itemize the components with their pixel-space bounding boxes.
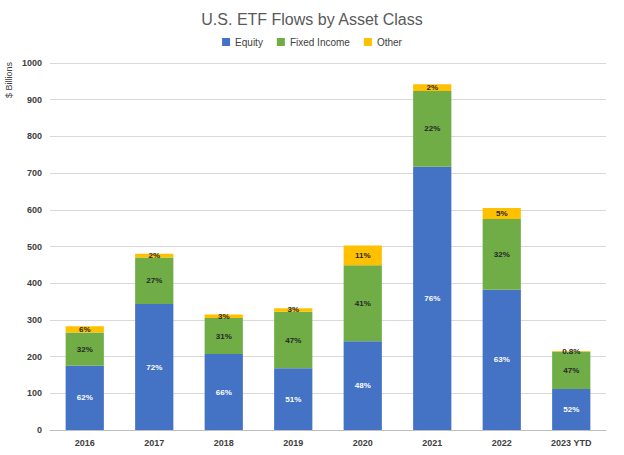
svg-text:47%: 47%: [563, 366, 579, 375]
svg-text:27%: 27%: [146, 276, 162, 285]
svg-text:32%: 32%: [77, 345, 93, 354]
svg-text:72%: 72%: [146, 363, 162, 372]
svg-text:62%: 62%: [77, 393, 93, 402]
svg-text:2023 YTD: 2023 YTD: [551, 438, 592, 448]
svg-text:6%: 6%: [79, 325, 91, 334]
svg-text:2%: 2%: [148, 251, 160, 260]
svg-text:41%: 41%: [355, 299, 371, 308]
svg-text:5%: 5%: [496, 209, 508, 218]
svg-text:1000: 1000: [22, 58, 42, 68]
svg-text:Equity: Equity: [235, 37, 263, 48]
svg-text:2021: 2021: [422, 438, 442, 448]
svg-text:32%: 32%: [494, 250, 510, 259]
svg-text:2016: 2016: [75, 438, 95, 448]
svg-text:2022: 2022: [492, 438, 512, 448]
svg-text:2017: 2017: [144, 438, 164, 448]
svg-text:900: 900: [27, 95, 42, 105]
svg-text:2019: 2019: [283, 438, 303, 448]
svg-text:0.8%: 0.8%: [562, 347, 580, 356]
svg-text:51%: 51%: [285, 395, 301, 404]
svg-text:66%: 66%: [216, 388, 232, 397]
svg-text:3%: 3%: [287, 305, 299, 314]
svg-text:2018: 2018: [214, 438, 234, 448]
svg-text:3%: 3%: [218, 312, 230, 321]
svg-text:$ Billions: $ Billions: [4, 62, 14, 99]
svg-text:22%: 22%: [424, 124, 440, 133]
svg-text:Fixed Income: Fixed Income: [290, 37, 350, 48]
svg-text:48%: 48%: [355, 381, 371, 390]
svg-text:300: 300: [27, 315, 42, 325]
svg-text:31%: 31%: [216, 332, 232, 341]
svg-text:500: 500: [27, 242, 42, 252]
svg-text:700: 700: [27, 168, 42, 178]
svg-text:2%: 2%: [426, 83, 438, 92]
svg-text:2020: 2020: [353, 438, 373, 448]
svg-text:11%: 11%: [355, 251, 371, 260]
svg-text:600: 600: [27, 205, 42, 215]
svg-text:800: 800: [27, 131, 42, 141]
svg-text:76%: 76%: [424, 294, 440, 303]
svg-text:52%: 52%: [563, 405, 579, 414]
svg-text:100: 100: [27, 388, 42, 398]
svg-text:63%: 63%: [494, 355, 510, 364]
svg-text:U.S. ETF Flows by Asset Class: U.S. ETF Flows by Asset Class: [201, 11, 422, 28]
svg-text:200: 200: [27, 352, 42, 362]
svg-text:47%: 47%: [285, 336, 301, 345]
svg-text:400: 400: [27, 278, 42, 288]
svg-text:Other: Other: [377, 37, 403, 48]
svg-text:0: 0: [37, 425, 42, 435]
